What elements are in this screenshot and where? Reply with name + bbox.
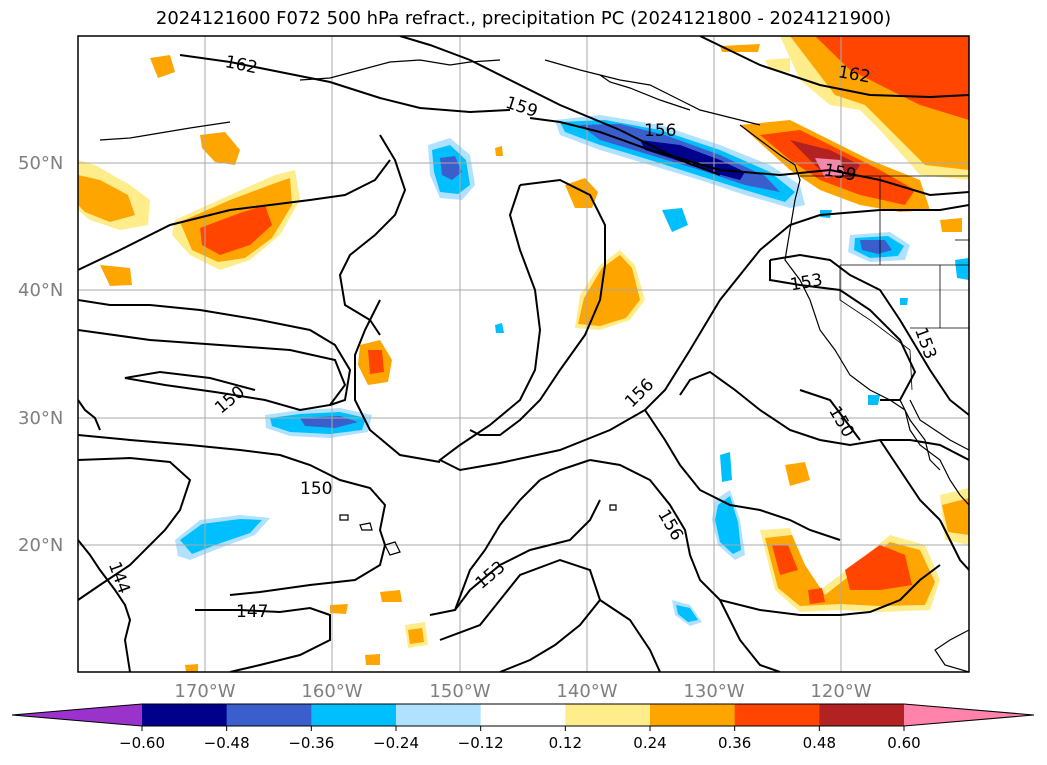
coastlines <box>99 59 969 672</box>
lat-label: 50°N <box>18 153 63 174</box>
colorbar-segment <box>396 704 482 726</box>
colorbar-segment <box>904 704 1034 726</box>
contour-label: 156 <box>644 121 676 141</box>
colorbar-segment <box>12 704 142 726</box>
colorbar-tick-label: 0.60 <box>887 734 920 752</box>
colorbar-tick-label: 0.24 <box>633 734 666 752</box>
colorbar-tick-label: −0.60 <box>119 734 165 752</box>
colorbar-segment <box>819 704 905 726</box>
colorbar-segment <box>311 704 397 726</box>
colorbar-segment <box>142 704 228 726</box>
colorbar: −0.60 −0.48 −0.36 −0.24 −0.12 0.12 0.24 0.36 0.4… <box>11 703 1035 752</box>
map-frame <box>77 35 970 673</box>
refractivity-contours <box>78 36 969 672</box>
colorbar-segment <box>565 704 651 726</box>
latitude-labels: 50°N 40°N 30°N 20°N <box>18 153 63 556</box>
lon-label: 130°W <box>683 681 744 702</box>
colorbar-segment <box>650 704 736 726</box>
colorbar-tick-label: 0.48 <box>803 734 836 752</box>
lat-label: 30°N <box>18 408 63 429</box>
colorbar-tick-label: −0.12 <box>458 734 504 752</box>
lon-label: 160°W <box>301 681 362 702</box>
graticule <box>78 36 969 672</box>
lon-label: 120°W <box>810 681 871 702</box>
lon-label: 170°W <box>174 681 235 702</box>
colorbar-segment <box>226 704 312 726</box>
colorbar-tick-label: 0.36 <box>718 734 751 752</box>
contour-label: 147 <box>236 602 268 622</box>
lon-label: 140°W <box>556 681 617 702</box>
colorbar-segment <box>480 704 566 726</box>
lon-label: 150°W <box>429 681 490 702</box>
colorbar-tick-label: −0.36 <box>288 734 334 752</box>
colorbar-segment <box>734 704 820 726</box>
lat-label: 40°N <box>18 280 63 301</box>
colorbar-tick-label: −0.48 <box>204 734 250 752</box>
map-title: 2024121600 F072 500 hPa refract., precip… <box>155 8 892 29</box>
contour-label: 150 <box>300 479 332 499</box>
lat-label: 20°N <box>18 535 63 556</box>
colorbar-tick-label: −0.24 <box>373 734 419 752</box>
longitude-labels: 170°W 160°W 150°W 140°W 130°W 120°W <box>174 681 871 702</box>
colorbar-tick-label: 0.12 <box>549 734 582 752</box>
map-background <box>78 36 969 672</box>
